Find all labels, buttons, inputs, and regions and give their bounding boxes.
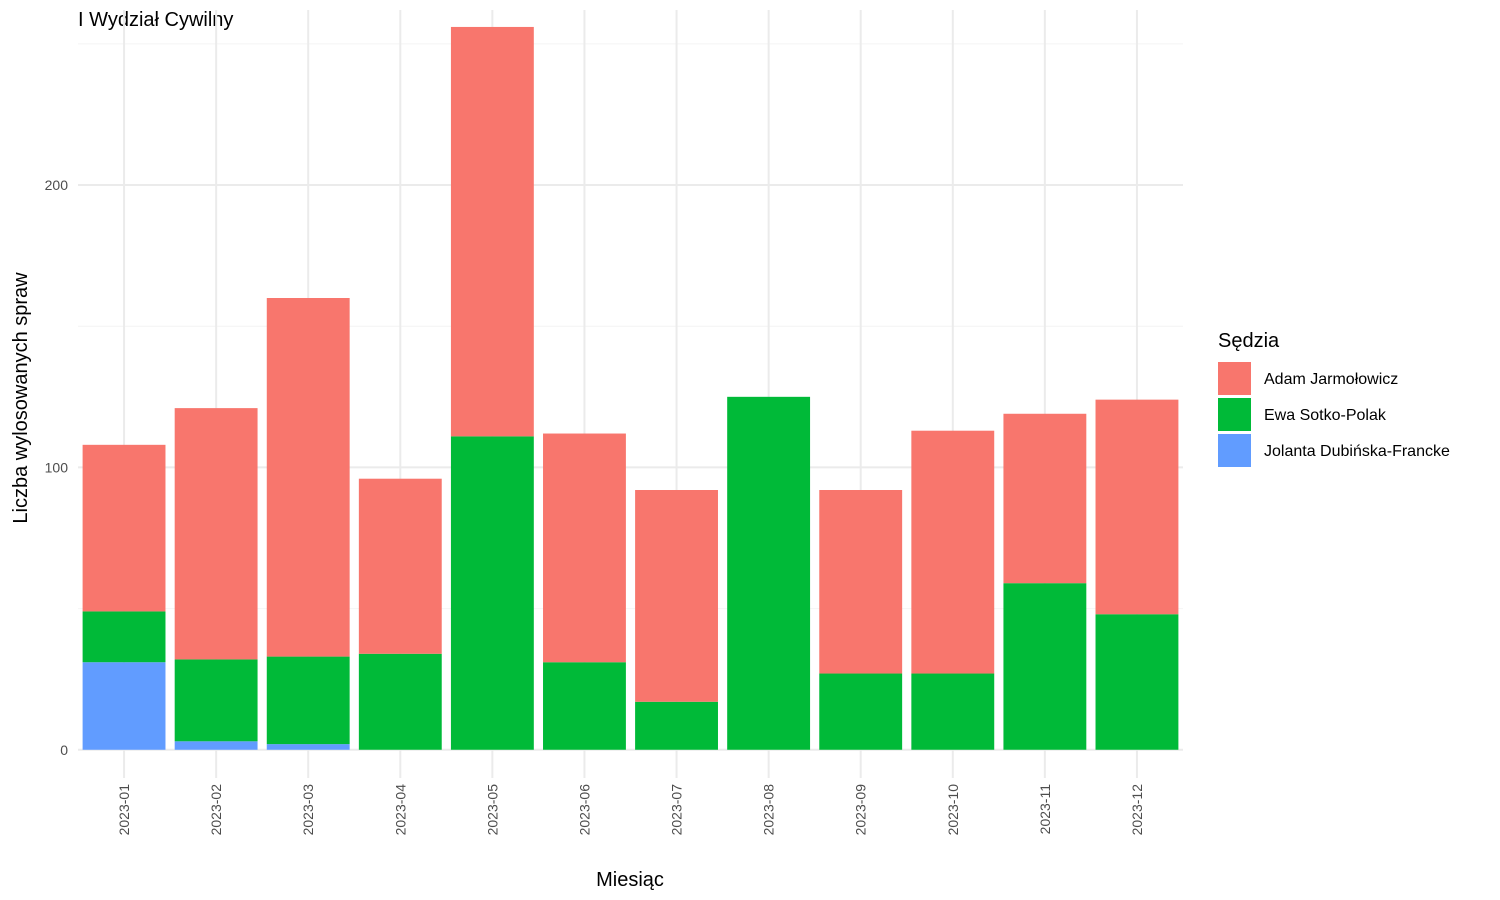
- legend-label: Jolanta Dubińska-Francke: [1264, 443, 1450, 460]
- x-axis-ticks: 2023-01 2023-02 2023-03 2023-04 2023-05 2023-…: [116, 784, 1145, 836]
- bar-segment: [266, 298, 350, 657]
- bar-segment: [266, 744, 350, 750]
- x-tick-label: 2023-07: [669, 784, 685, 836]
- bar-segment: [911, 673, 995, 750]
- bar-segment: [174, 659, 258, 742]
- bar-segment: [358, 478, 442, 654]
- legend-swatch: [1218, 398, 1251, 431]
- y-axis-title: Liczba wylosowanych spraw: [10, 272, 32, 524]
- bar-segment: [819, 673, 903, 750]
- legend-swatch: [1218, 434, 1251, 467]
- legend: Sędzia Adam Jarmołowicz Ewa Sotko-Polak Jo…: [1218, 330, 1450, 467]
- y-tick-label: 100: [45, 459, 69, 475]
- x-tick-label: 2023-06: [576, 784, 592, 836]
- chart-title: I Wydział Cywilny: [78, 9, 233, 31]
- bar-segment: [266, 656, 350, 745]
- bar-segment: [450, 436, 534, 750]
- x-tick-label: 2023-11: [1037, 784, 1053, 835]
- legend-label: Adam Jarmołowicz: [1264, 371, 1398, 388]
- bar-segment: [174, 741, 258, 750]
- legend-swatch: [1218, 362, 1251, 395]
- x-tick-label: 2023-02: [208, 784, 224, 836]
- legend-title: Sędzia: [1218, 330, 1280, 352]
- bar-segment: [358, 653, 442, 750]
- bar-segment: [82, 662, 166, 750]
- bar-segment: [635, 490, 718, 702]
- bar-segment: [543, 662, 626, 750]
- x-tick-label: 2023-09: [853, 784, 869, 836]
- x-tick-label: 2023-05: [484, 784, 500, 836]
- bar-segment: [1095, 399, 1179, 615]
- x-tick-label: 2023-12: [1129, 784, 1145, 836]
- bar-segment: [1003, 413, 1087, 584]
- y-axis-ticks: 0 100 200: [45, 177, 69, 758]
- x-tick-label: 2023-03: [300, 784, 316, 836]
- bar-segment: [1095, 614, 1179, 750]
- x-tick-label: 2023-04: [392, 784, 408, 836]
- bar-segment: [543, 433, 626, 663]
- bar-segment: [450, 26, 534, 437]
- legend-label: Ewa Sotko-Polak: [1264, 407, 1387, 424]
- x-axis-title: Miesiąc: [596, 869, 664, 891]
- bar-segment: [911, 430, 995, 674]
- x-tick-label: 2023-08: [761, 784, 777, 836]
- bar-segment: [82, 611, 166, 663]
- bar-segment: [819, 490, 903, 674]
- bar-segment: [174, 408, 258, 660]
- bar-segment: [82, 444, 166, 612]
- bar-segment: [1003, 583, 1087, 750]
- y-tick-label: 0: [60, 742, 68, 758]
- x-tick-label: 2023-01: [116, 784, 132, 836]
- x-tick-label: 2023-10: [945, 784, 961, 836]
- bar-segment: [635, 701, 718, 750]
- bar-segment: [727, 396, 811, 750]
- bars: [82, 26, 1179, 750]
- y-tick-label: 200: [45, 177, 69, 193]
